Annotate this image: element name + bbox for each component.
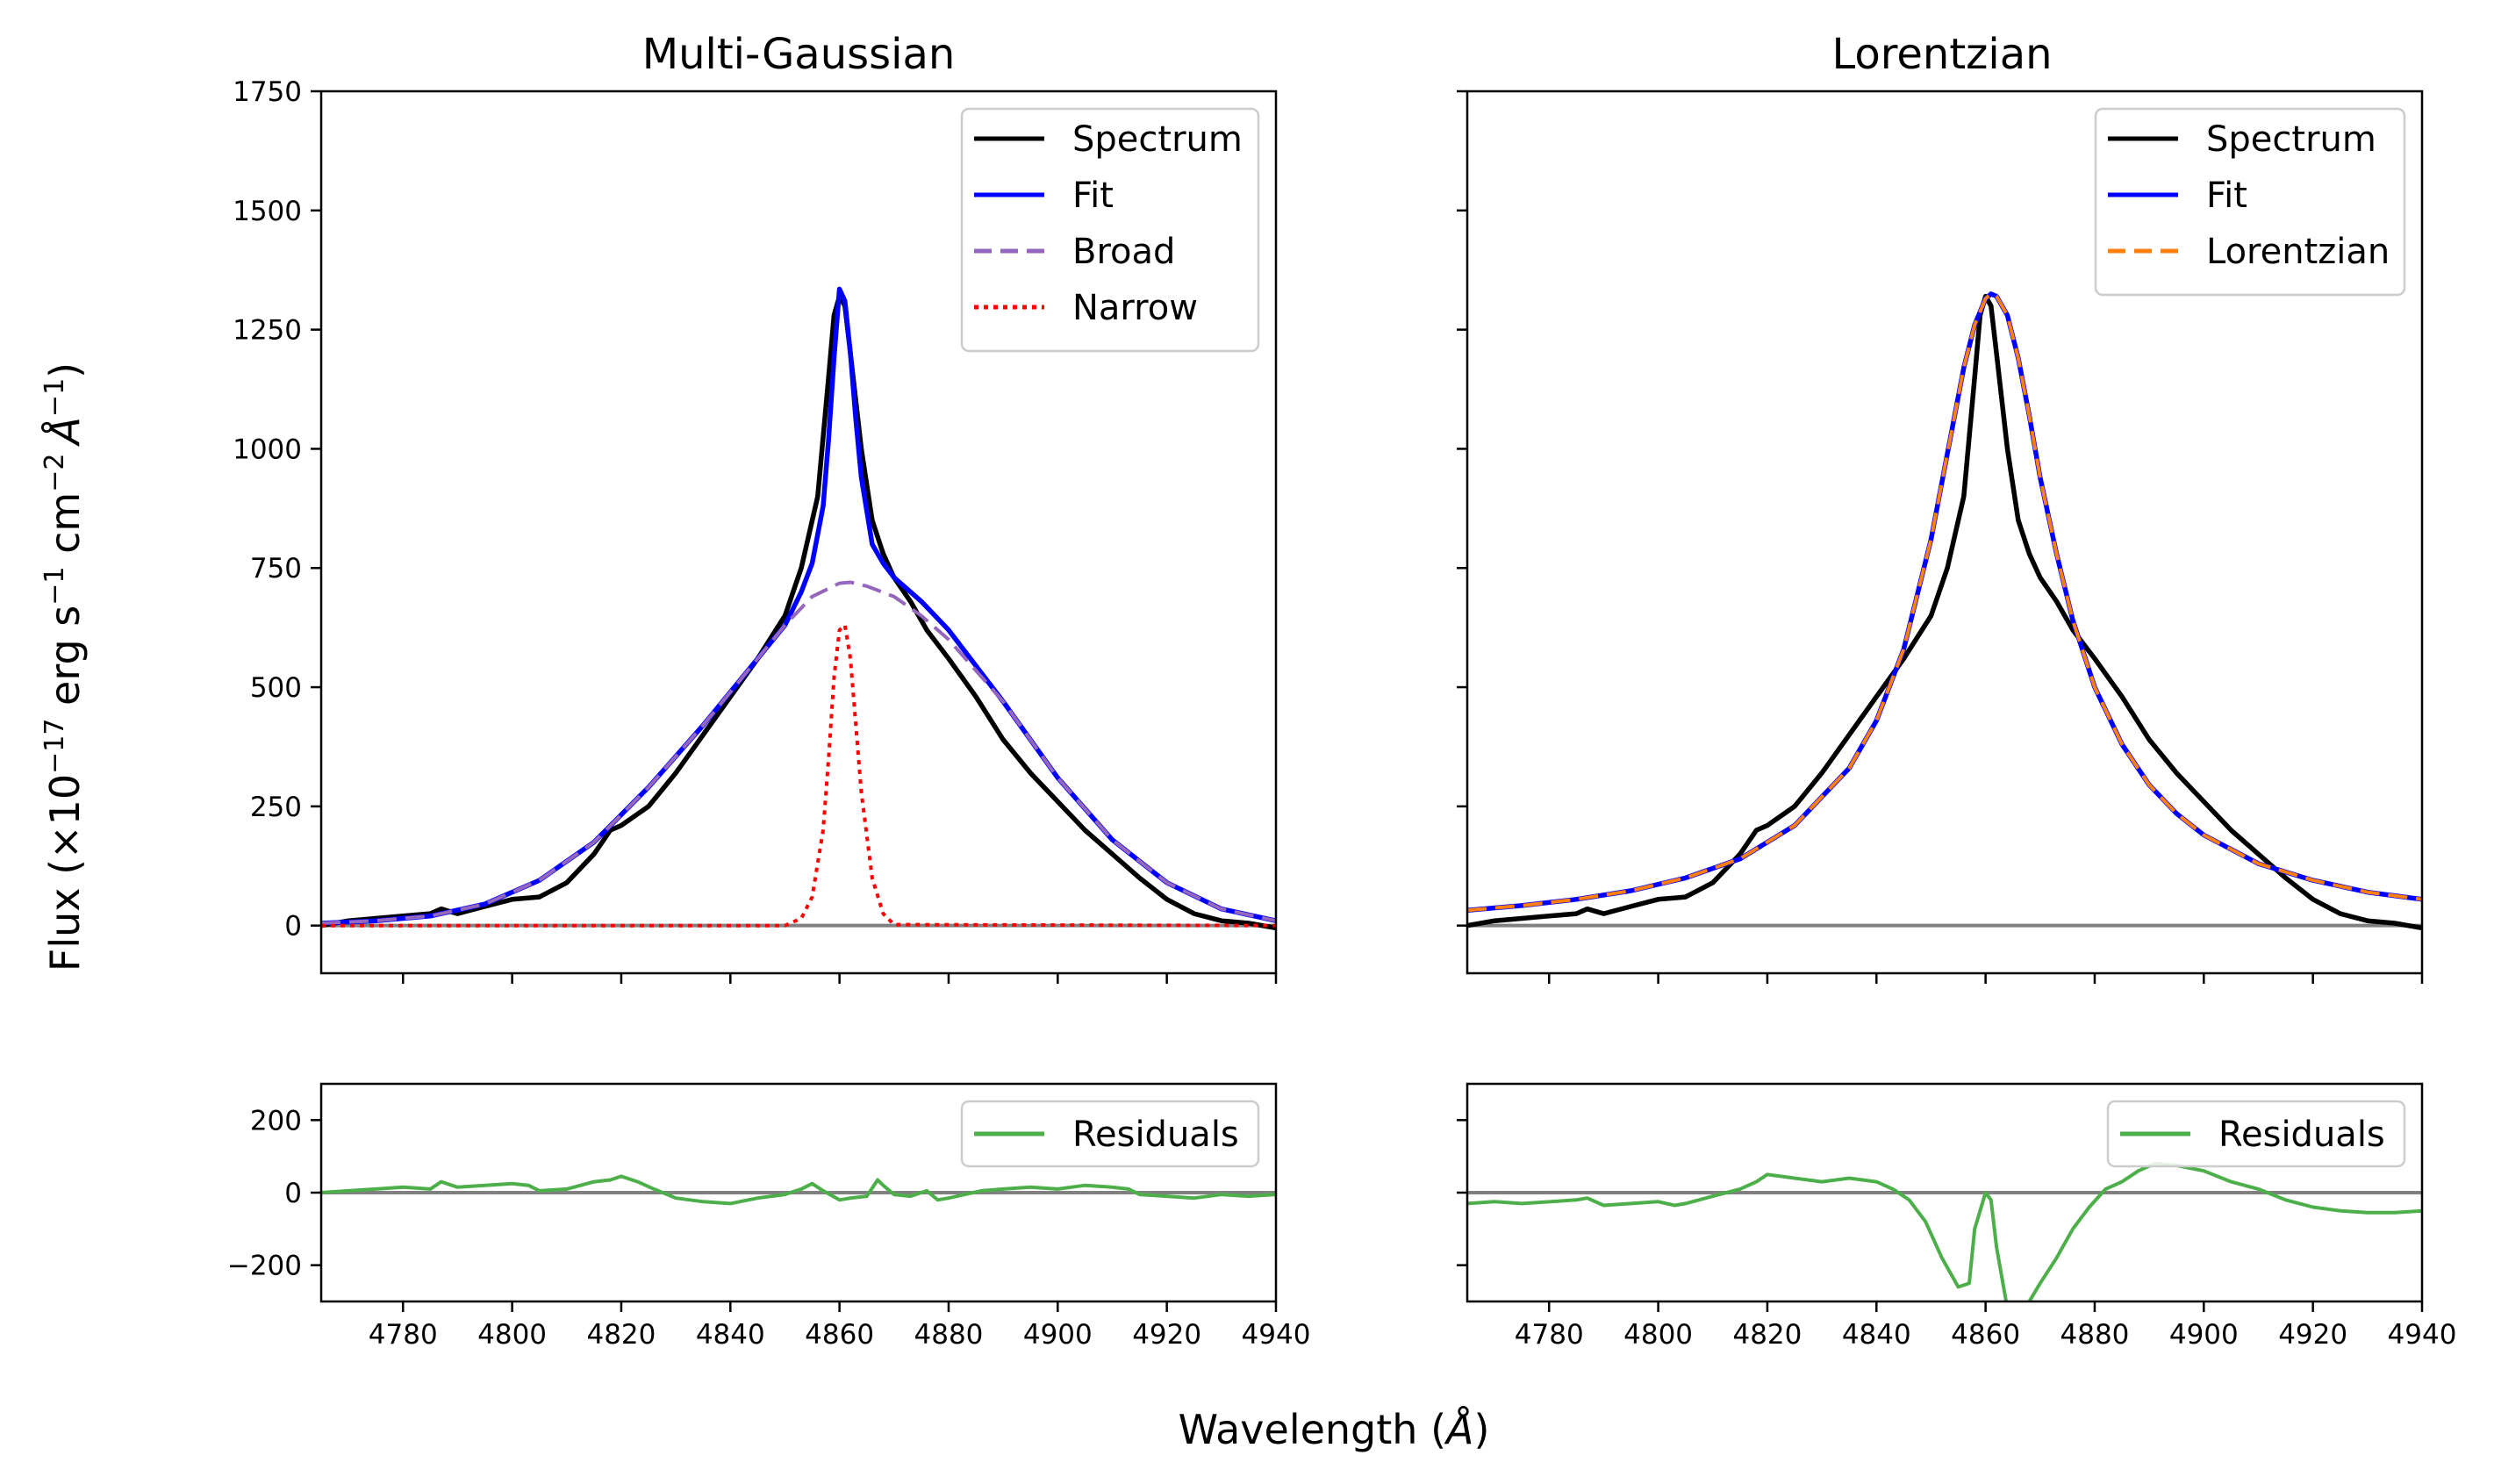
legend-label-spectrum: Spectrum — [1072, 119, 1243, 160]
plot-area — [321, 286, 1276, 931]
legend: Residuals — [2106, 1100, 2406, 1168]
y-label-mid1: erg s — [41, 606, 89, 719]
title-multi-gaussian: Multi-Gaussian — [642, 30, 956, 79]
panel-multi-gaussian-main: 0 250 500 750 1000 1250 1500 1750 Spectrum Fit Bro… — [233, 76, 1278, 984]
x-tick-label: 4920 — [1132, 1319, 1201, 1351]
y-label-exp4: −1 — [39, 378, 70, 417]
series-fit-line — [1467, 291, 2422, 914]
y-tick-label: −200 — [227, 1251, 302, 1282]
legend-label-fit: Fit — [2206, 176, 2247, 216]
x-tick-label: 4840 — [1842, 1319, 1911, 1351]
legend-label-residuals: Residuals — [2218, 1115, 2385, 1155]
y-tick-label: 500 — [250, 672, 302, 704]
x-tick-label: 4780 — [369, 1319, 438, 1351]
series-spectrum-line — [1467, 293, 2422, 931]
y-tick-label: 0 — [284, 1178, 302, 1209]
series-narrow-line — [321, 623, 1276, 928]
y-label-unit: Å — [41, 417, 89, 447]
y-tick-label: 1750 — [233, 76, 302, 108]
y-tick-label: 200 — [250, 1105, 302, 1136]
y-tick-label: 750 — [250, 553, 302, 584]
x-tick-label: 4860 — [1951, 1319, 2020, 1351]
x-tick-label: 4860 — [805, 1319, 874, 1351]
x-tick-label: 4900 — [2169, 1319, 2239, 1351]
y-label-prefix: Flux (×10 — [41, 774, 89, 971]
x-tick-label: 4820 — [1732, 1319, 1802, 1351]
y-axis-label: Flux (×10−17 erg s−1 cm−2Å−1) — [39, 362, 89, 971]
y-tick-label: 1250 — [233, 315, 302, 347]
axes-frame — [319, 90, 1278, 975]
series-residuals-line — [1467, 1161, 2422, 1301]
x-label-suffix: ) — [1473, 1406, 1489, 1453]
legend-label-fit: Fit — [1072, 176, 1114, 216]
x-tick-label: 4880 — [2060, 1319, 2130, 1351]
y-tick-label: 250 — [250, 792, 302, 823]
legend-label-narrow: Narrow — [1072, 288, 1198, 328]
x-tick-label: 4800 — [1623, 1319, 1693, 1351]
series-fit-line — [321, 286, 1276, 926]
series-spectrum-line — [321, 293, 1276, 931]
legend-label-lorentzian: Lorentzian — [2206, 232, 2390, 272]
y-label-exp1: −17 — [39, 719, 70, 774]
legend-box — [960, 1100, 1260, 1168]
plot-area — [321, 1174, 1276, 1206]
y-tick-label: 1500 — [233, 196, 302, 227]
legend: Spectrum Fit Broad Narrow — [960, 107, 1260, 353]
y-label-exp3: −2 — [39, 454, 70, 492]
x-tick-label: 4940 — [2388, 1319, 2457, 1351]
x-tick-label: 4840 — [696, 1319, 765, 1351]
series-lorentzian-line — [1467, 291, 2422, 913]
panel-lorentzian-main: Spectrum Fit Lorentzian — [1457, 90, 2424, 984]
y-tick-label: 1000 — [233, 434, 302, 465]
series-residuals-line — [321, 1174, 1276, 1206]
panel-lorentzian-resid: 4780 4800 4820 4840 4860 4880 4900 4920 4940 Resi… — [1457, 1082, 2457, 1351]
legend-label-spectrum: Spectrum — [2206, 119, 2376, 160]
legend-label-broad: Broad — [1072, 232, 1175, 272]
x-axis-label: Wavelength (Å) — [1179, 1406, 1490, 1453]
y-label-exp2: −1 — [39, 566, 70, 605]
panel-multi-gaussian-resid: −200 0 200 4780 4800 4820 4840 4860 4880 4900 4920… — [227, 1082, 1311, 1351]
legend: Residuals — [960, 1100, 1260, 1168]
x-tick-label: 4940 — [1242, 1319, 1311, 1351]
x-label-unit: Å — [1444, 1406, 1473, 1453]
x-label-prefix: Wavelength ( — [1179, 1406, 1446, 1453]
legend-box — [2106, 1100, 2406, 1168]
legend-box — [2094, 107, 2406, 297]
plot-area — [1467, 291, 2422, 931]
y-label-suffix: ) — [41, 362, 89, 378]
x-tick-label: 4880 — [914, 1319, 984, 1351]
legend-box — [960, 107, 1260, 353]
x-tick-label: 4800 — [477, 1319, 547, 1351]
legend-label-residuals: Residuals — [1072, 1115, 1239, 1155]
legend: Spectrum Fit Lorentzian — [2094, 107, 2406, 297]
x-tick-label: 4820 — [586, 1319, 656, 1351]
plot-area — [1467, 1161, 2422, 1301]
series-broad-line — [321, 580, 1276, 925]
title-lorentzian: Lorentzian — [1831, 30, 2052, 79]
axes-frame — [1466, 90, 2424, 975]
y-label-mid2: cm — [41, 492, 89, 567]
x-tick-label: 4900 — [1023, 1319, 1093, 1351]
x-tick-label: 4780 — [1515, 1319, 1584, 1351]
x-tick-label: 4920 — [2278, 1319, 2347, 1351]
y-tick-label: 0 — [284, 911, 302, 943]
